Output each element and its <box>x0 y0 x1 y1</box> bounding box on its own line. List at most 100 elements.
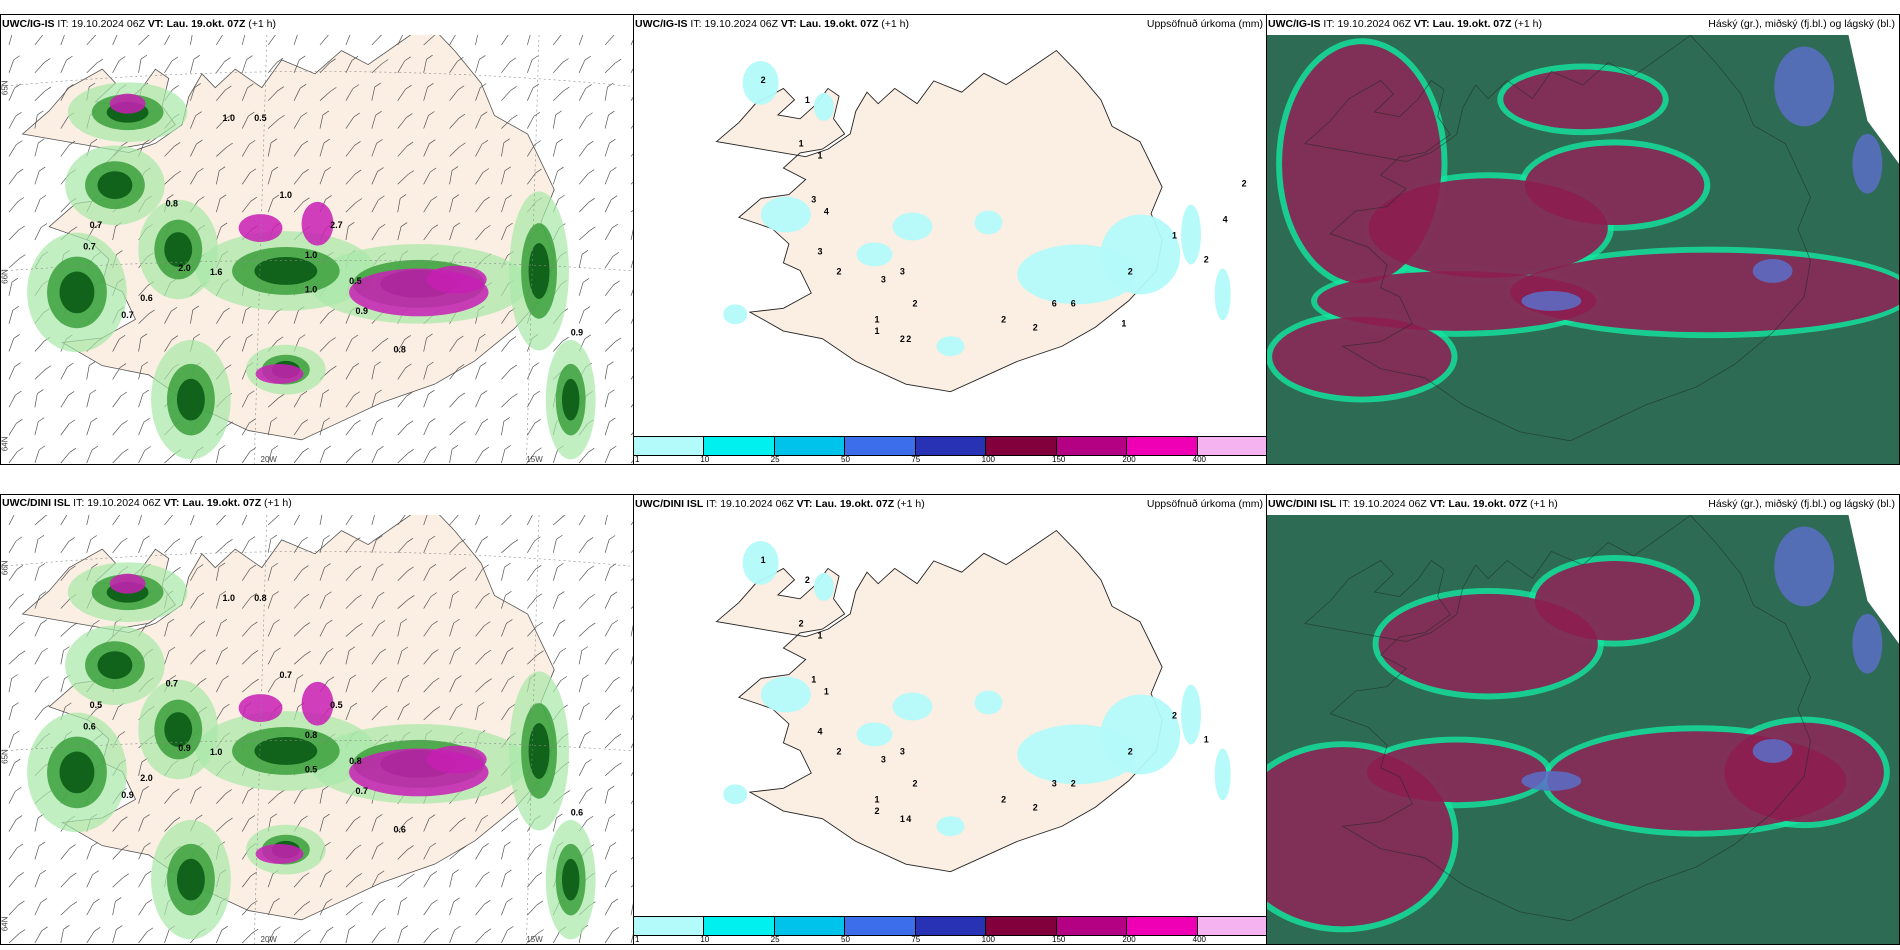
colorbar-tick-label: 150 <box>1052 935 1066 944</box>
colorbar-legend: 1 10 25 50 75 100 150 200 400 <box>634 436 1267 464</box>
colorbar-swatch <box>1056 917 1128 935</box>
precip-value: 1.6 <box>210 267 222 277</box>
panel-dini-clouds: UWC/DINI ISL IT: 19.10.2024 06Z VT: Lau.… <box>1266 494 1900 945</box>
panel-right-title: Uppsöfnuð úrkoma (mm) <box>1146 18 1263 30</box>
precip-value: 0.6 <box>393 824 405 834</box>
precip-wind-map: 20W 15W 65N 66N 64N 1.0 0.5 0.7 0.8 0.7 0.6 2.0 1.6 1… <box>1 35 634 464</box>
colorbar-swatch <box>986 437 1057 455</box>
colorbar-tick-label: 10 <box>700 455 710 464</box>
accum-value: 2 <box>1128 266 1133 276</box>
colorbar-swatch <box>774 437 846 455</box>
precip-value: 1.0 <box>223 593 235 603</box>
accum-value: 6 <box>1071 298 1076 308</box>
panel-header: UWC/DINI ISL IT: 19.10.2024 06Z VT: Lau.… <box>2 497 292 509</box>
accum-value: 2 <box>805 575 810 585</box>
axis-labels: 20W 15W 65N 66N 64N <box>1 80 543 464</box>
panel-right-title: Háský (gr.), miðský (fj.bl.) og lágský (… <box>1708 498 1895 510</box>
colorbar-tick-label: 200 <box>1122 935 1136 944</box>
value-labels: 1.0 0.8 0.5 0.7 0.6 2.0 0.9 1.0 0.5 0.7 0.6 0.8 0.9 0… <box>83 593 583 835</box>
precip-value: 0.8 <box>254 593 266 603</box>
colorbar-swatch <box>845 437 916 455</box>
colorbar-tick-label: 150 <box>1052 455 1066 464</box>
accum-value: 4 <box>1223 215 1228 225</box>
colorbar-legend: 1 10 25 50 75 100 150 200 400 <box>634 916 1267 944</box>
accum-value: 3 <box>881 754 886 764</box>
colorbar <box>634 916 1267 936</box>
colorbar-swatch <box>915 437 987 455</box>
accum-value: 1 <box>761 555 766 565</box>
colorbar-tick-label: 75 <box>911 935 921 944</box>
panel-right-title: Háský (gr.), miðský (fj.bl.) og lágský (… <box>1708 18 1895 30</box>
precip-value: 0.6 <box>571 807 583 817</box>
accum-value: 4 <box>818 726 823 736</box>
precip-value: 2.0 <box>140 773 152 783</box>
accum-value: 2 <box>1128 746 1133 756</box>
accum-value: 2 <box>837 266 842 276</box>
precip-value: 0.8 <box>393 344 405 354</box>
panel-dini-precip: UWC/DINI ISL IT: 19.10.2024 06Z VT: Lau.… <box>0 494 635 945</box>
colorbar-swatch <box>1197 437 1267 455</box>
accum-value: 2 <box>913 298 918 308</box>
panel-right-title: Uppsöfnuð úrkoma (mm) <box>1146 498 1263 510</box>
accum-value: 2 <box>1001 794 1006 804</box>
accum-value: 1 <box>900 814 905 824</box>
precip-value: 1.0 <box>280 190 292 200</box>
precip-value: 2.0 <box>178 263 190 273</box>
colorbar-swatch <box>986 917 1057 935</box>
axis-label: 66N <box>1 560 9 575</box>
precip-value: 1.0 <box>210 747 222 757</box>
colorbar-swatch <box>1127 917 1198 935</box>
axis-label: 15W <box>526 935 543 944</box>
precip-value: 0.5 <box>305 764 317 774</box>
colorbar-swatch <box>704 437 775 455</box>
iceland-landmass <box>715 529 1163 873</box>
panel-igis-clouds: UWC/IG-IS IT: 19.10.2024 06Z VT: Lau. 19… <box>1266 14 1900 465</box>
clear-sky <box>1848 35 1899 164</box>
map-layer <box>634 35 1267 434</box>
coastline <box>1304 515 1811 922</box>
colorbar-tick-label: 75 <box>911 455 921 464</box>
precip-value: 0.7 <box>280 670 292 680</box>
accum-value: 2 <box>1033 802 1038 812</box>
accum-value: 2 <box>900 334 905 344</box>
accum-value: 2 <box>1001 314 1006 324</box>
accum-value: 2 <box>1204 254 1209 264</box>
cloud-cover-map <box>1267 35 1899 464</box>
axis-label: 64N <box>1 436 9 451</box>
iceland-landmass <box>715 49 1163 393</box>
cloud-layer <box>1267 515 1899 944</box>
panel-header: UWC/DINI ISL IT: 19.10.2024 06Z VT: Lau.… <box>635 498 925 510</box>
axis-label: 15W <box>526 455 543 464</box>
colorbar-labels: 1 10 25 50 75 100 150 200 400 <box>634 935 1267 944</box>
colorbar-swatch <box>774 917 846 935</box>
accum-value: 2 <box>913 778 918 788</box>
accum-value: 4 <box>906 814 911 824</box>
colorbar-swatch <box>704 917 775 935</box>
axis-label: 20W <box>261 455 278 464</box>
colorbar-swatch <box>1056 437 1128 455</box>
precip-value: 0.7 <box>121 310 133 320</box>
precip-field <box>27 562 596 940</box>
axis-label: 20W <box>261 935 278 944</box>
value-labels: 1.0 0.5 0.7 0.8 0.7 0.6 2.0 1.6 1.0 0.9 0.8 0.5 0.7 1… <box>83 113 583 355</box>
accum-value: 2 <box>1033 322 1038 332</box>
precip-value: 0.7 <box>355 786 367 796</box>
precip-value: 1.0 <box>305 250 317 260</box>
colorbar-tick-label: 100 <box>981 455 996 464</box>
precip-value: 0.7 <box>90 220 102 230</box>
colorbar-swatch <box>1127 437 1198 455</box>
panel-igis-accum: UWC/IG-IS IT: 19.10.2024 06Z VT: Lau. 19… <box>633 14 1268 465</box>
colorbar-swatch <box>845 917 916 935</box>
precip-value: 0.6 <box>140 293 152 303</box>
axis-label: 65N <box>1 749 9 764</box>
precip-value: 0.6 <box>83 722 95 732</box>
accum-value: 2 <box>761 75 766 85</box>
accum-value: 2 <box>1071 778 1076 788</box>
accum-value: 1 <box>811 675 816 685</box>
precip-value: 0.5 <box>90 700 102 710</box>
precip-value: 0.9 <box>355 306 367 316</box>
precip-value: 0.9 <box>121 790 133 800</box>
